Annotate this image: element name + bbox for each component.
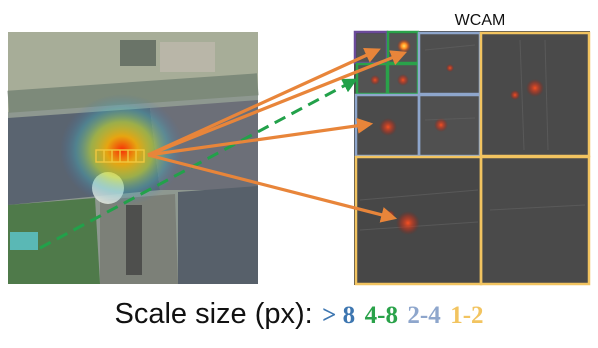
scale-gt8: > 8 [322, 302, 356, 329]
arrow-to-2-4 [147, 117, 374, 157]
aerial-image [7, 32, 259, 284]
wcam-title: WCAM [454, 12, 506, 29]
arrows [39, 48, 407, 250]
scale-legend: Scale size (px): > 8 4-8 2-4 1-2 [0, 298, 598, 331]
dashed-arrow [39, 78, 358, 250]
scale-2-4: 2-4 [407, 302, 441, 329]
arrow-to-1-2 [147, 153, 398, 223]
legend-label: Scale size (px): [114, 298, 313, 330]
arrow-to-gt8 [147, 48, 381, 157]
scale-4-8: 4-8 [364, 302, 398, 329]
wcam-panel [353, 30, 591, 286]
scale-1-2: 1-2 [450, 302, 484, 329]
arrow-to-4-8 [147, 50, 407, 157]
